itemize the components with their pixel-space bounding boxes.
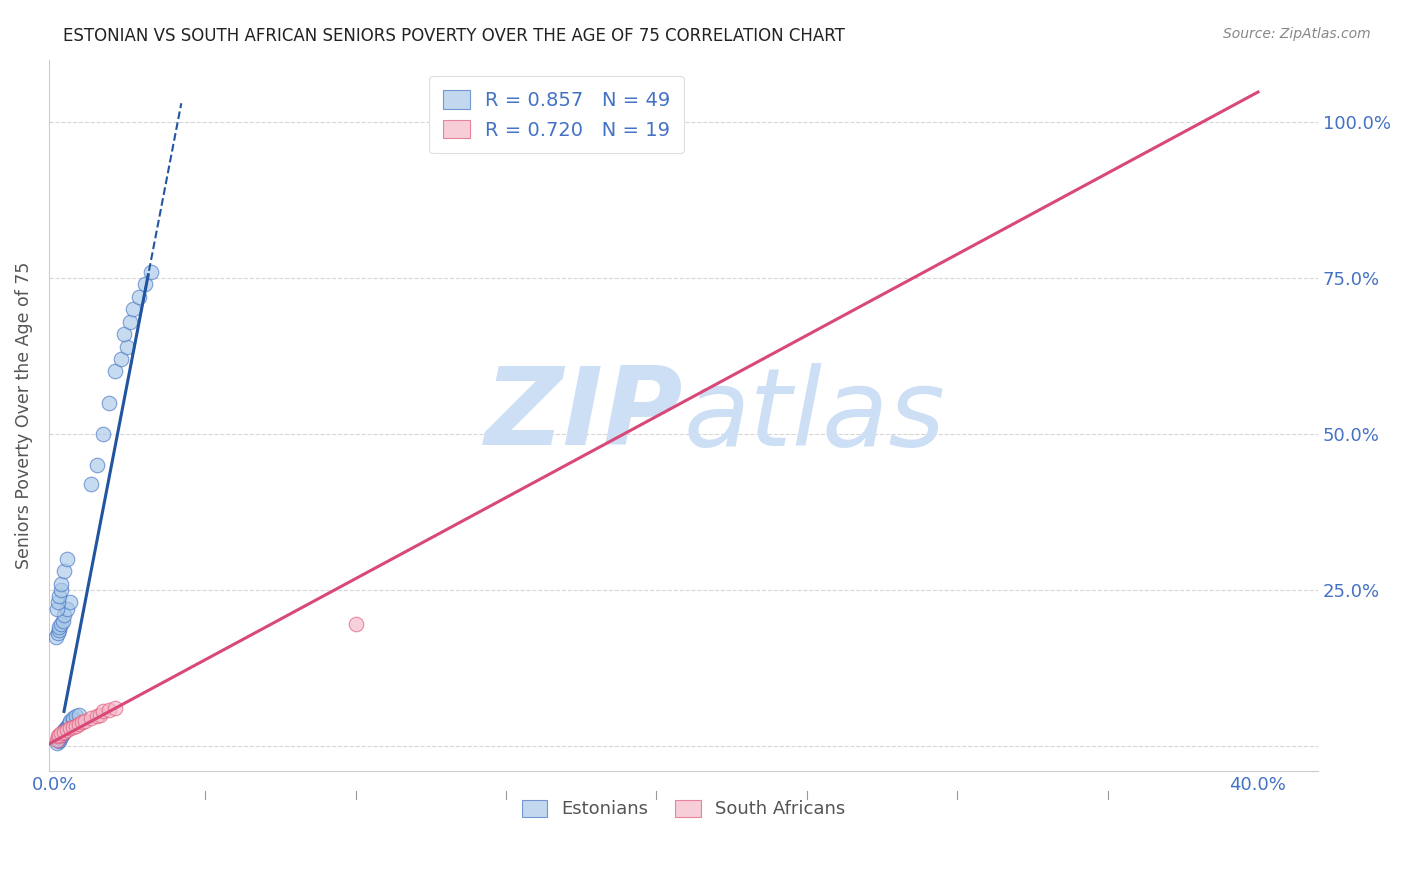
Point (141, 265, 163, 279)
Point (67, 707, 90, 722)
Point (49, 617, 72, 632)
Point (112, 327, 135, 342)
Point (46, 736, 69, 750)
Point (48, 589, 70, 603)
Point (51, 727, 73, 741)
Point (62, 713, 84, 727)
Point (53, 564, 76, 578)
Point (110, 351, 132, 366)
Legend: Estonians, South Africans: Estonians, South Africans (515, 792, 852, 826)
Point (53, 607, 76, 622)
Text: ESTONIAN VS SOUTH AFRICAN SENIORS POVERTY OVER THE AGE OF 75 CORRELATION CHART: ESTONIAN VS SOUTH AFRICAN SENIORS POVERT… (63, 27, 845, 45)
Point (53, 725, 76, 739)
Point (46, 732, 69, 747)
Point (56, 719, 79, 733)
Point (51, 726, 73, 740)
Point (48, 733, 70, 747)
Point (344, 617, 367, 632)
Point (55, 721, 77, 735)
Point (122, 302, 145, 317)
Point (128, 290, 150, 304)
Point (53, 723, 76, 738)
Point (115, 339, 138, 353)
Point (48, 732, 70, 747)
Text: Source: ZipAtlas.com: Source: ZipAtlas.com (1223, 27, 1371, 41)
Point (67, 717, 90, 731)
Point (86, 458, 108, 472)
Y-axis label: Seniors Poverty Over the Age of 75: Seniors Poverty Over the Age of 75 (15, 261, 32, 569)
Point (48, 624, 70, 638)
Point (80, 476, 103, 491)
Point (134, 277, 156, 292)
Point (49, 731, 72, 746)
Point (53, 725, 76, 739)
Point (56, 723, 79, 738)
Point (98, 395, 121, 409)
Point (86, 708, 108, 723)
Point (46, 601, 69, 615)
Text: ZIP: ZIP (485, 362, 683, 468)
Point (46, 626, 69, 640)
Point (45, 630, 67, 644)
Point (49, 726, 72, 740)
Point (49, 576, 72, 591)
Point (51, 614, 73, 628)
Point (89, 707, 111, 722)
Point (58, 717, 80, 731)
Point (91, 426, 114, 441)
Point (98, 702, 121, 716)
Point (56, 601, 79, 615)
Point (59, 721, 82, 735)
Point (49, 730, 72, 744)
Point (65, 708, 87, 723)
Point (62, 720, 84, 734)
Point (48, 727, 70, 741)
Point (70, 714, 93, 729)
Point (59, 714, 82, 729)
Point (62, 711, 84, 725)
Point (104, 701, 127, 715)
Point (48, 620, 70, 634)
Point (59, 595, 82, 609)
Text: atlas: atlas (683, 363, 945, 467)
Point (80, 711, 103, 725)
Point (56, 551, 79, 566)
Point (65, 719, 87, 733)
Point (59, 714, 82, 728)
Point (46, 595, 69, 609)
Point (46, 730, 69, 744)
Point (56, 720, 79, 734)
Point (120, 315, 142, 329)
Point (49, 582, 72, 597)
Point (104, 364, 127, 378)
Point (91, 705, 114, 719)
Point (73, 714, 96, 728)
